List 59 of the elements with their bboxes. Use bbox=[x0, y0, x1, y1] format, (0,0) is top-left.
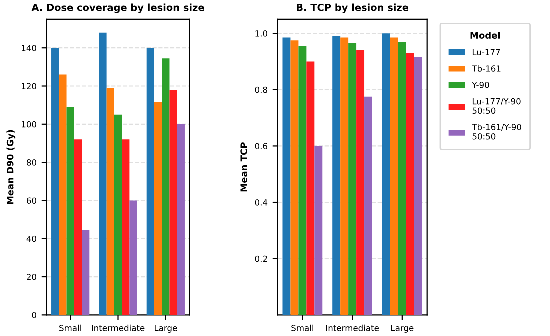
legend-label: Y-90 bbox=[472, 82, 490, 88]
x-tick-label: Large bbox=[392, 325, 414, 333]
x-tick-label: Small bbox=[292, 324, 314, 332]
y-axis-title: Mean D90 (Gy) bbox=[6, 130, 16, 204]
legend-title: Model bbox=[470, 32, 500, 39]
x-tick-label: Small bbox=[60, 324, 82, 332]
y-tick-label: 0.2 bbox=[255, 256, 268, 262]
chart-title: A. Dose coverage by lesion size bbox=[32, 4, 204, 14]
bar bbox=[382, 34, 390, 316]
bar bbox=[290, 40, 299, 316]
x-tick-label: Large bbox=[155, 325, 178, 333]
bar bbox=[348, 43, 357, 316]
bar bbox=[282, 38, 291, 316]
bar bbox=[74, 140, 82, 316]
bar bbox=[177, 124, 185, 316]
bar bbox=[390, 38, 398, 316]
bar bbox=[154, 102, 162, 316]
bar bbox=[356, 50, 365, 316]
bar bbox=[414, 58, 422, 316]
y-axis-title: Mean TCP bbox=[240, 142, 248, 192]
y-tick-label: 60 bbox=[27, 198, 36, 204]
bar bbox=[130, 200, 138, 316]
bar bbox=[364, 96, 372, 316]
bar bbox=[314, 146, 323, 316]
bar bbox=[332, 36, 341, 316]
bar bbox=[406, 53, 414, 316]
bar bbox=[340, 38, 349, 316]
x-tick-label: Intermediate bbox=[92, 324, 145, 332]
y-tick-label: 100 bbox=[22, 121, 36, 128]
chart-title: B. TCP by lesion size bbox=[297, 4, 409, 14]
legend-label: Lu-177 bbox=[472, 49, 500, 56]
bar bbox=[306, 62, 315, 316]
legend-label: Tb-161/Y-90 50:50 bbox=[472, 124, 522, 140]
y-tick-label: 0.8 bbox=[255, 86, 268, 94]
y-tick-label: 0.4 bbox=[255, 200, 268, 206]
y-tick-label: 0.6 bbox=[255, 143, 268, 150]
bar bbox=[170, 90, 178, 316]
bar bbox=[66, 107, 74, 316]
y-tick-label: 20 bbox=[27, 274, 36, 280]
bar bbox=[82, 230, 90, 316]
y-tick-label: 80 bbox=[26, 160, 36, 166]
y-tick-label: 120 bbox=[22, 83, 36, 90]
bar bbox=[114, 114, 122, 316]
legend-label: Tb-161 bbox=[472, 65, 501, 72]
bar bbox=[398, 42, 406, 316]
y-tick-label: 140 bbox=[22, 45, 36, 52]
bar bbox=[59, 74, 67, 316]
bar bbox=[99, 32, 107, 316]
bar bbox=[146, 48, 154, 316]
bar bbox=[122, 140, 130, 316]
y-tick-label: 1.0 bbox=[256, 30, 268, 37]
bar bbox=[52, 48, 60, 316]
bar bbox=[298, 46, 307, 316]
x-tick-label: Intermediate bbox=[326, 324, 379, 332]
y-tick-label: 40 bbox=[26, 236, 36, 242]
bar bbox=[162, 58, 170, 316]
y-tick-label: 0 bbox=[32, 312, 36, 318]
bar bbox=[106, 88, 114, 316]
legend-label: Lu-177/Y-90 50:50 bbox=[472, 98, 521, 114]
